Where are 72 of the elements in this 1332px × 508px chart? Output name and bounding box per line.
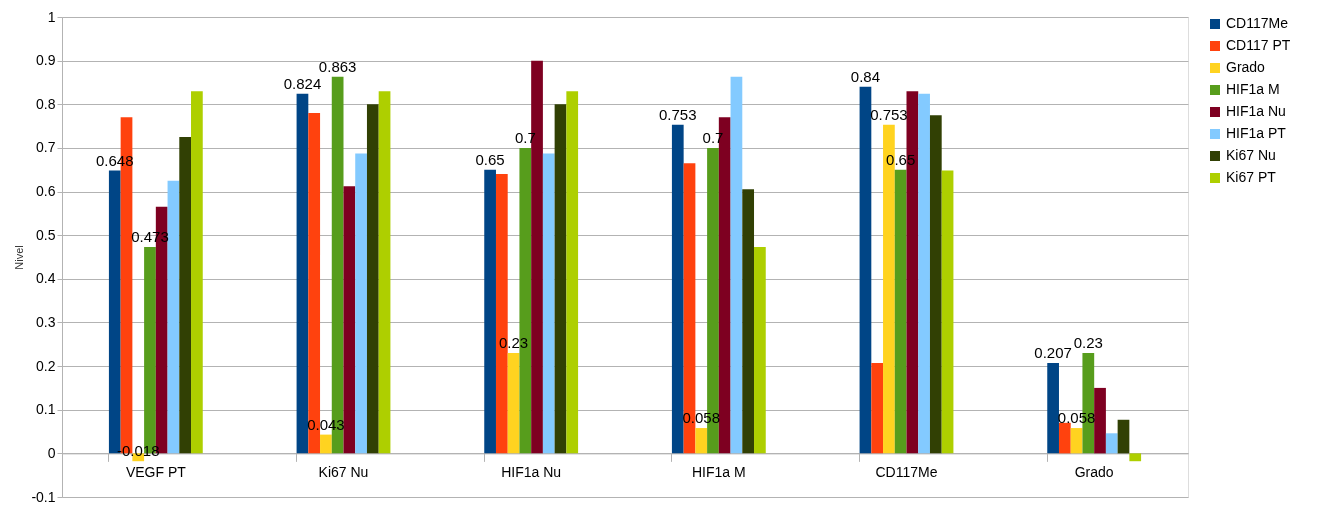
bar (296, 93, 309, 454)
bar (554, 104, 567, 454)
y-tick-label: 0 (47, 444, 56, 461)
bar (378, 91, 391, 454)
bar (730, 76, 743, 454)
y-tick-label: 0.8 (36, 95, 56, 112)
bar (894, 169, 907, 454)
x-tick-label: HIF1a Nu (501, 463, 562, 480)
data-label: 0.753 (659, 105, 697, 123)
data-label: 0.753 (870, 105, 908, 123)
bar (366, 104, 379, 454)
x-tick-label: Ki67 Nu (318, 463, 369, 480)
bar (742, 189, 755, 454)
y-tick-label: 1 (47, 8, 56, 25)
bar (167, 180, 180, 454)
x-tick-label: CD117Me (875, 463, 938, 480)
bar (754, 246, 766, 454)
bar (507, 353, 520, 454)
y-tick-label: 0.6 (36, 183, 56, 200)
data-label: 0.65 (475, 150, 505, 168)
bar (1129, 453, 1142, 462)
x-tick-label: HIF1a M (691, 463, 746, 480)
bar (484, 169, 496, 454)
y-tick-label: 0.1 (36, 401, 56, 418)
bar (859, 86, 872, 454)
bar (671, 124, 684, 454)
y-tick-label: 0.4 (36, 270, 56, 287)
bar (542, 153, 555, 454)
bar (179, 137, 192, 454)
bar (191, 91, 203, 454)
legend-label: HIF1a M (1226, 81, 1280, 97)
bar (929, 115, 942, 454)
y-tick-label: 0.7 (36, 139, 56, 156)
legend-label: Ki67 PT (1226, 169, 1277, 185)
data-label: 0.65 (886, 150, 916, 168)
data-label: 0.207 (1034, 344, 1072, 362)
bar (1047, 363, 1059, 454)
legend-label: HIF1a Nu (1226, 103, 1286, 119)
bar (1094, 387, 1106, 454)
data-label: 0.824 (283, 74, 322, 92)
bar (1070, 428, 1083, 454)
bar (871, 363, 884, 454)
bar (1105, 433, 1118, 454)
bar (695, 428, 708, 454)
data-label: 0.043 (307, 415, 345, 433)
y-tick-label: 0.5 (36, 226, 56, 243)
legend-label: Grado (1226, 59, 1266, 75)
bar (355, 153, 367, 454)
data-label: 0.23 (498, 334, 529, 351)
data-label: 0.863 (318, 57, 357, 75)
x-tick-label: Grado (1074, 463, 1114, 480)
bar (918, 93, 930, 454)
legend-label: Ki67 Nu (1226, 147, 1276, 163)
y-tick-label: 0.9 (36, 52, 56, 69)
bar (1058, 422, 1071, 454)
data-label: -0.018 (116, 442, 160, 460)
bar (1117, 419, 1130, 454)
legend-label: CD117 PT (1226, 37, 1291, 53)
data-label: 0.058 (682, 409, 721, 427)
bar (320, 434, 332, 454)
bar (343, 186, 356, 454)
data-label: 0.84 (850, 67, 881, 85)
x-tick-label: VEGF PT (125, 463, 187, 480)
legend-label: HIF1a PT (1226, 125, 1287, 141)
bar (566, 91, 579, 454)
bar (941, 170, 954, 454)
y-tick-label: 0.2 (36, 357, 56, 374)
y-tick-label: -0.1 (31, 488, 56, 505)
y-tick-label: 0.3 (36, 313, 56, 330)
y-axis-title: Nivel (13, 245, 26, 270)
legend-label: CD117Me (1226, 15, 1289, 31)
data-label: 0.23 (1073, 334, 1103, 351)
